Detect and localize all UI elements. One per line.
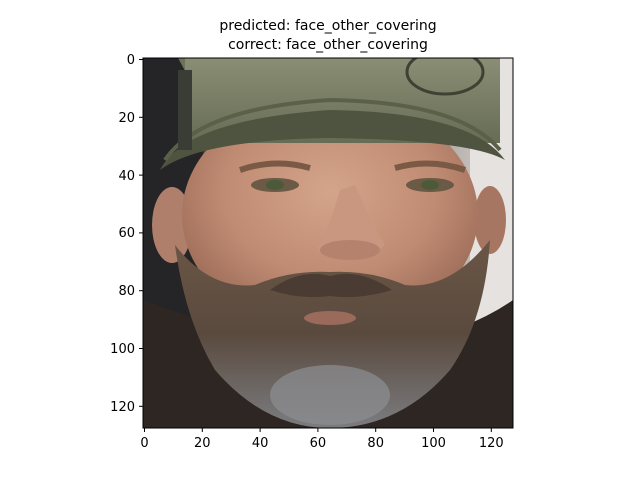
y-tick-label: 20 [118, 111, 135, 126]
title-predicted: predicted: face_other_covering [219, 18, 436, 34]
y-tick-label: 80 [118, 284, 135, 299]
y-tick-label: 60 [118, 226, 135, 241]
title-correct: correct: face_other_covering [228, 37, 428, 53]
plot-frame [142, 57, 514, 429]
x-tick-label: 100 [421, 436, 446, 451]
photo [143, 58, 513, 428]
x-tick-label: 60 [310, 436, 327, 451]
y-tick-label: 0 [127, 53, 135, 68]
x-tick-label: 80 [367, 436, 384, 451]
y-tick-label: 40 [118, 169, 135, 184]
x-tick-label: 20 [194, 436, 211, 451]
x-tick-label: 120 [479, 436, 504, 451]
y-tick-label: 100 [110, 342, 135, 357]
y-tick-label: 120 [110, 400, 135, 415]
x-axis: 0 20 40 60 80 100 120 [140, 428, 504, 451]
y-axis: 0 20 40 60 80 100 120 [110, 53, 143, 415]
x-tick-label: 40 [252, 436, 269, 451]
x-tick-label: 0 [140, 436, 148, 451]
